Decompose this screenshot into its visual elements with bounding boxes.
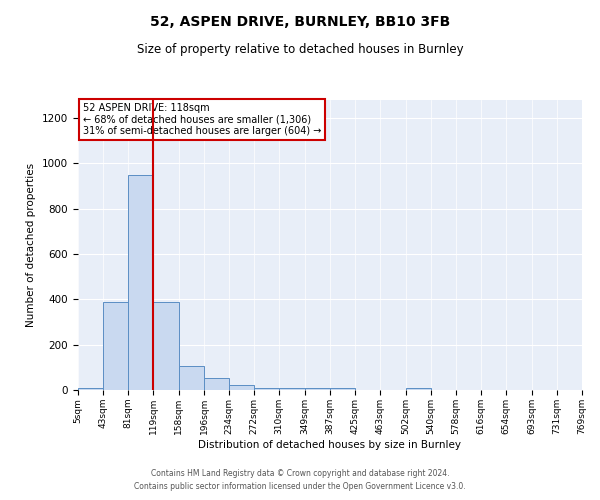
Bar xyxy=(103,302,128,390)
Y-axis label: Number of detached properties: Number of detached properties xyxy=(26,163,37,327)
Bar xyxy=(78,388,103,390)
Bar xyxy=(128,175,153,390)
Bar xyxy=(229,385,254,390)
X-axis label: Distribution of detached houses by size in Burnley: Distribution of detached houses by size … xyxy=(199,440,461,450)
Bar xyxy=(279,388,305,390)
Text: Contains public sector information licensed under the Open Government Licence v3: Contains public sector information licen… xyxy=(134,482,466,491)
Bar xyxy=(204,378,229,390)
Bar xyxy=(153,302,179,390)
Bar xyxy=(305,388,330,390)
Bar xyxy=(406,388,431,390)
Text: Size of property relative to detached houses in Burnley: Size of property relative to detached ho… xyxy=(137,42,463,56)
Text: 52, ASPEN DRIVE, BURNLEY, BB10 3FB: 52, ASPEN DRIVE, BURNLEY, BB10 3FB xyxy=(150,15,450,29)
Bar xyxy=(179,366,204,390)
Text: 52 ASPEN DRIVE: 118sqm
← 68% of detached houses are smaller (1,306)
31% of semi-: 52 ASPEN DRIVE: 118sqm ← 68% of detached… xyxy=(83,103,322,136)
Bar xyxy=(330,388,355,390)
Text: Contains HM Land Registry data © Crown copyright and database right 2024.: Contains HM Land Registry data © Crown c… xyxy=(151,468,449,477)
Bar xyxy=(254,388,279,390)
